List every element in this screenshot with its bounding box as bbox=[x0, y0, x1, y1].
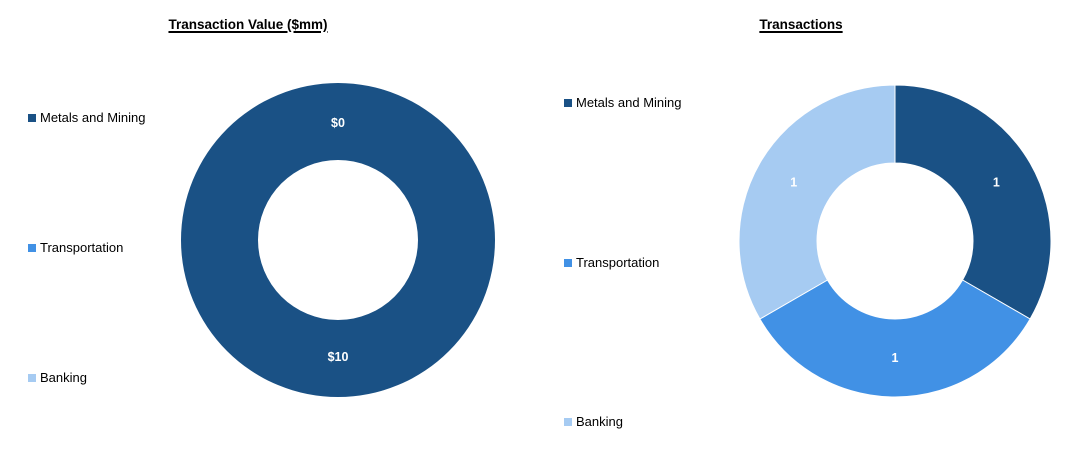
legend-swatch-icon bbox=[564, 99, 572, 107]
legend-item-banking: Banking bbox=[28, 370, 87, 386]
legend-swatch-icon bbox=[564, 418, 572, 426]
donut-slice-banking bbox=[738, 84, 896, 320]
legend-label: Banking bbox=[576, 414, 623, 429]
data-label-transportation: 1 bbox=[892, 351, 899, 365]
legend-item-metals-and-mining: Metals and Mining bbox=[28, 110, 146, 126]
chart-title-transactions: Transactions bbox=[759, 17, 843, 33]
legend-swatch-icon bbox=[28, 374, 36, 382]
legend-label: Metals and Mining bbox=[576, 95, 682, 110]
legend-item-metals-and-mining: Metals and Mining bbox=[564, 95, 682, 111]
data-label-transportation: $0 bbox=[331, 116, 345, 130]
legend-label: Transportation bbox=[576, 255, 660, 270]
donut-slice-metals-and-mining bbox=[181, 83, 495, 397]
data-label-banking: 1 bbox=[790, 176, 797, 190]
legend-label: Transportation bbox=[40, 240, 124, 255]
data-label-metals-and-mining: $10 bbox=[328, 350, 349, 364]
legend-swatch-icon bbox=[28, 244, 36, 252]
legend-swatch-icon bbox=[28, 114, 36, 122]
donut-chart-transaction-value: $10 $0 bbox=[181, 83, 495, 397]
legend-item-transportation: Transportation bbox=[28, 240, 123, 256]
donut-slice-transportation bbox=[759, 279, 1031, 398]
legend-label: Metals and Mining bbox=[40, 110, 146, 125]
legend-label: Banking bbox=[40, 370, 87, 385]
data-label-metals-and-mining: 1 bbox=[993, 176, 1000, 190]
chart-title-transaction-value: Transaction Value ($mm) bbox=[168, 17, 328, 33]
donut-chart-transactions: 1 1 1 bbox=[738, 84, 1052, 398]
legend-swatch-icon bbox=[564, 259, 572, 267]
legend-item-banking: Banking bbox=[564, 414, 623, 430]
legend-item-transportation: Transportation bbox=[564, 255, 659, 271]
donut-slice-metals-and-mining bbox=[894, 84, 1052, 320]
